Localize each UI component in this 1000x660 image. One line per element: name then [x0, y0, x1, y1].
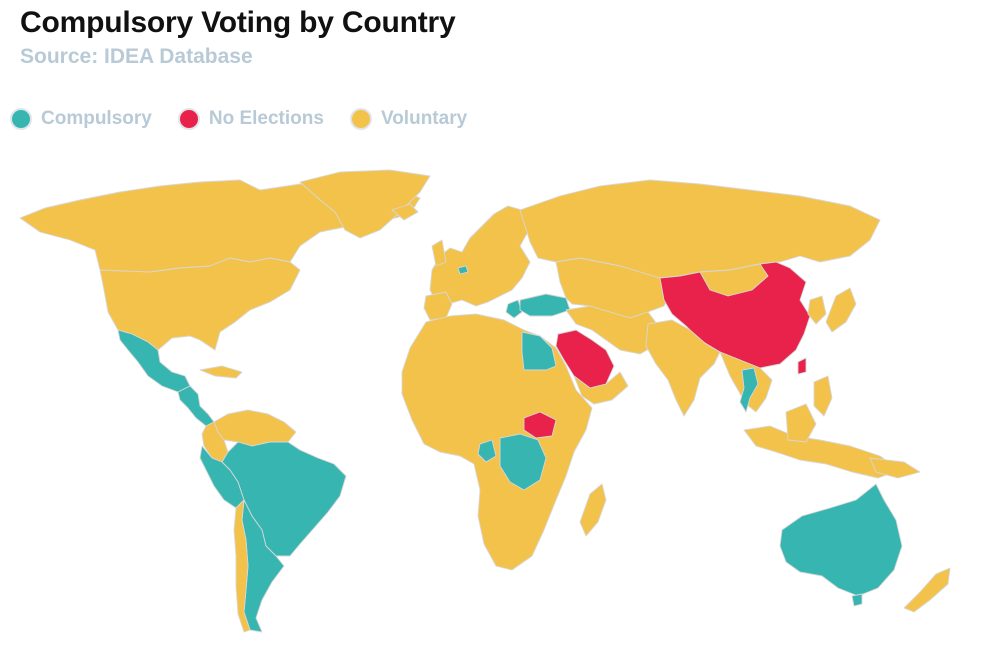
map-title: Compulsory Voting by Country	[20, 6, 456, 39]
region-central-america[interactable]	[177, 385, 215, 427]
legend-label-compulsory: Compulsory	[41, 108, 152, 129]
region-central-asia	[555, 257, 673, 319]
legend-item-compulsory[interactable]: Compulsory	[10, 108, 152, 130]
world-map	[19, 169, 951, 633]
region-papua	[869, 457, 921, 479]
region-dr-congo[interactable]	[499, 433, 547, 491]
legend-label-no-elections: No Elections	[208, 108, 324, 129]
region-mongolia	[699, 263, 769, 297]
region-tasmania	[851, 593, 863, 607]
region-venezuela[interactable]	[213, 409, 297, 447]
legend-item-no-elections[interactable]: No Elections	[177, 108, 324, 130]
region-caribbean	[199, 365, 243, 379]
region-chile[interactable]	[233, 499, 251, 633]
region-thailand[interactable]	[739, 367, 759, 413]
region-philippines	[813, 375, 833, 417]
region-iceland	[391, 203, 419, 221]
region-europe[interactable]	[429, 205, 531, 307]
region-madagascar[interactable]	[579, 483, 607, 537]
region-yemen-oman	[573, 371, 629, 405]
legend-swatch-compulsory	[10, 108, 32, 130]
region-korea	[807, 295, 827, 325]
region-greenland[interactable]	[299, 169, 431, 239]
region-south-sudan[interactable]	[523, 411, 557, 439]
region-greece[interactable]	[505, 299, 523, 319]
legend: Compulsory No Elections Voluntary	[10, 106, 493, 132]
legend-swatch-no-elections	[177, 108, 200, 130]
region-japan[interactable]	[825, 287, 857, 333]
region-belgium[interactable]	[457, 265, 469, 275]
legend-swatch-voluntary	[349, 108, 372, 130]
region-australia[interactable]	[779, 483, 903, 597]
region-iberia	[423, 291, 453, 321]
legend-item-voluntary[interactable]: Voluntary	[349, 108, 468, 130]
region-egypt[interactable]	[521, 331, 557, 371]
region-new-zealand[interactable]	[903, 567, 951, 613]
map-subtitle: Source: IDEA Database	[20, 45, 253, 68]
region-uk	[431, 239, 447, 267]
region-borneo	[785, 403, 817, 443]
legend-label-voluntary: Voluntary	[380, 108, 468, 129]
region-india[interactable]	[645, 319, 721, 417]
region-taiwan	[797, 357, 807, 375]
region-gabon[interactable]	[477, 439, 497, 463]
region-africa[interactable]	[401, 313, 593, 571]
region-turkey[interactable]	[519, 293, 571, 317]
